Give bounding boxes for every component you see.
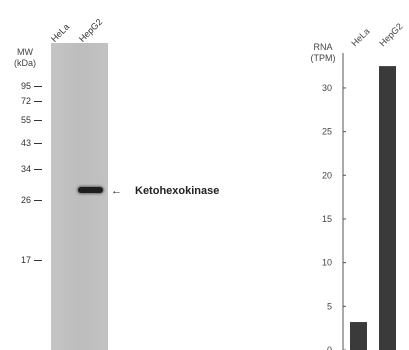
rna-category-label-hepg2: HepG2 <box>377 21 404 48</box>
mw-tick-55 <box>34 120 42 122</box>
rna-category-labels: HeLa HepG2 <box>349 21 404 48</box>
mw-axis-title: MW (kDa) <box>9 47 41 69</box>
band-arrow-icon: ← <box>111 185 122 197</box>
rna-bar-hepg2 <box>379 66 396 350</box>
rna-y-tick-label: 25 <box>322 127 332 137</box>
mw-tick-26 <box>34 200 42 202</box>
mw-marker-34: 34 <box>20 164 31 174</box>
mw-tick-17 <box>34 260 42 262</box>
mw-marker-17: 17 <box>20 255 31 265</box>
mw-axis-title-line1: MW <box>17 47 33 57</box>
rna-y-tick-label: 15 <box>322 214 332 224</box>
band-label: Ketohexokinase <box>135 185 220 197</box>
rna-y-tick-label: 30 <box>322 83 332 93</box>
rna-y-tick-label: 0 <box>327 345 332 350</box>
mw-marker-95: 95 <box>20 81 31 91</box>
rna-axis-title-line1: RNA <box>313 42 333 52</box>
rna-y-tick-label: 20 <box>322 170 332 180</box>
mw-marker-43: 43 <box>20 138 31 148</box>
mw-tick-34 <box>34 169 42 171</box>
ketohexokinase-band <box>78 187 103 193</box>
rna-bar-hela <box>350 322 367 350</box>
mw-marker-72: 72 <box>20 96 31 106</box>
rna-bars <box>350 66 396 350</box>
western-blot-membrane <box>51 43 108 350</box>
rna-y-tick-label: 5 <box>327 301 332 311</box>
rna-y-tick-label: 10 <box>322 258 332 268</box>
mw-marker-26: 26 <box>20 195 31 205</box>
mw-axis-title-line2: (kDa) <box>14 58 36 68</box>
mw-marker-55: 55 <box>20 115 31 125</box>
mw-tick-72 <box>34 101 42 103</box>
rna-axis-title-line2: (TPM) <box>310 53 336 63</box>
rna-category-label-hela: HeLa <box>349 26 371 48</box>
rna-ticks: 0 5 10 15 20 25 30 <box>322 83 346 350</box>
mw-tick-95 <box>34 86 42 88</box>
mw-tick-43 <box>34 143 42 145</box>
rna-axis-title: RNA (TPM) <box>305 42 341 64</box>
